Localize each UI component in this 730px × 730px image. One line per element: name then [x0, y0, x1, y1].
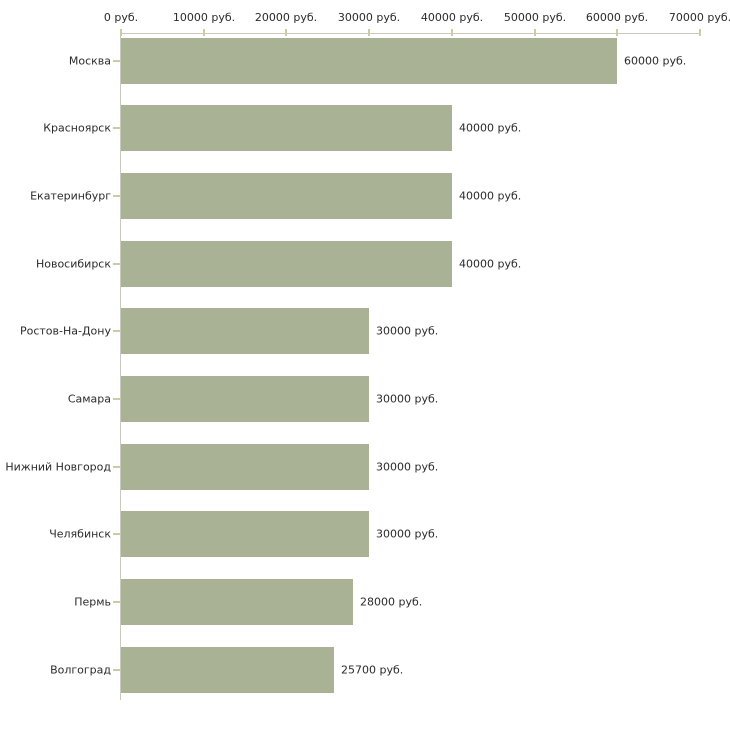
value-axis-tick-label: 30000 руб. [337, 11, 401, 24]
value-axis-tick-label: 0 руб. [103, 11, 139, 24]
category-axis-tick [113, 669, 120, 671]
bar [121, 241, 452, 287]
value-axis-tick [451, 29, 453, 36]
category-label: Волгоград [50, 663, 111, 677]
value-label: 40000 руб. [459, 257, 522, 271]
value-label: 30000 руб. [376, 324, 439, 338]
category-axis-tick [113, 533, 120, 535]
bar [121, 511, 369, 557]
category-axis-tick [113, 330, 120, 332]
value-axis-tick-label: 20000 руб. [254, 11, 318, 24]
bar [121, 376, 369, 422]
category-label: Челябинск [49, 527, 111, 541]
bar [121, 308, 369, 354]
value-axis-tick-label: 10000 руб. [172, 11, 236, 24]
category-axis-tick [113, 398, 120, 400]
category-axis-line [120, 33, 121, 700]
bar [121, 173, 452, 219]
category-axis-tick [113, 127, 120, 129]
value-axis-tick [368, 29, 370, 36]
value-label: 28000 руб. [360, 595, 423, 609]
value-axis-tick [285, 29, 287, 36]
value-axis-tick [203, 29, 205, 36]
value-label: 40000 руб. [459, 121, 522, 135]
value-axis-tick [616, 29, 618, 36]
category-label: Самара [67, 392, 111, 406]
category-axis-tick [113, 195, 120, 197]
value-axis-tick [534, 29, 536, 36]
category-label: Пермь [74, 595, 111, 609]
category-label: Красноярск [43, 121, 111, 135]
value-label: 60000 руб. [624, 54, 687, 68]
value-label: 30000 руб. [376, 460, 439, 474]
category-label: Новосибирск [35, 257, 111, 271]
category-axis-tick [113, 60, 120, 62]
value-axis-tick-label: 50000 руб. [503, 11, 567, 24]
bar [121, 105, 452, 151]
value-axis-tick-label: 40000 руб. [420, 11, 484, 24]
bar [121, 444, 369, 490]
value-axis-tick [120, 29, 122, 36]
value-axis-line [121, 33, 701, 34]
category-axis-tick [113, 601, 120, 603]
category-label: Екатеринбург [30, 189, 111, 203]
value-label: 30000 руб. [376, 392, 439, 406]
bar [121, 38, 617, 84]
value-label: 25700 руб. [341, 663, 404, 677]
value-axis-tick-label: 70000 руб. [668, 11, 730, 24]
bar [121, 647, 334, 693]
category-label: Ростов-На-Дону [19, 324, 111, 338]
category-axis-tick [113, 263, 120, 265]
value-axis-tick-label: 60000 руб. [585, 11, 649, 24]
value-label: 30000 руб. [376, 527, 439, 541]
value-axis-tick [699, 29, 701, 36]
category-axis-tick [113, 466, 120, 468]
category-label: Нижний Новгород [5, 460, 111, 474]
bar [121, 579, 353, 625]
value-label: 40000 руб. [459, 189, 522, 203]
category-label: Москва [68, 54, 111, 68]
